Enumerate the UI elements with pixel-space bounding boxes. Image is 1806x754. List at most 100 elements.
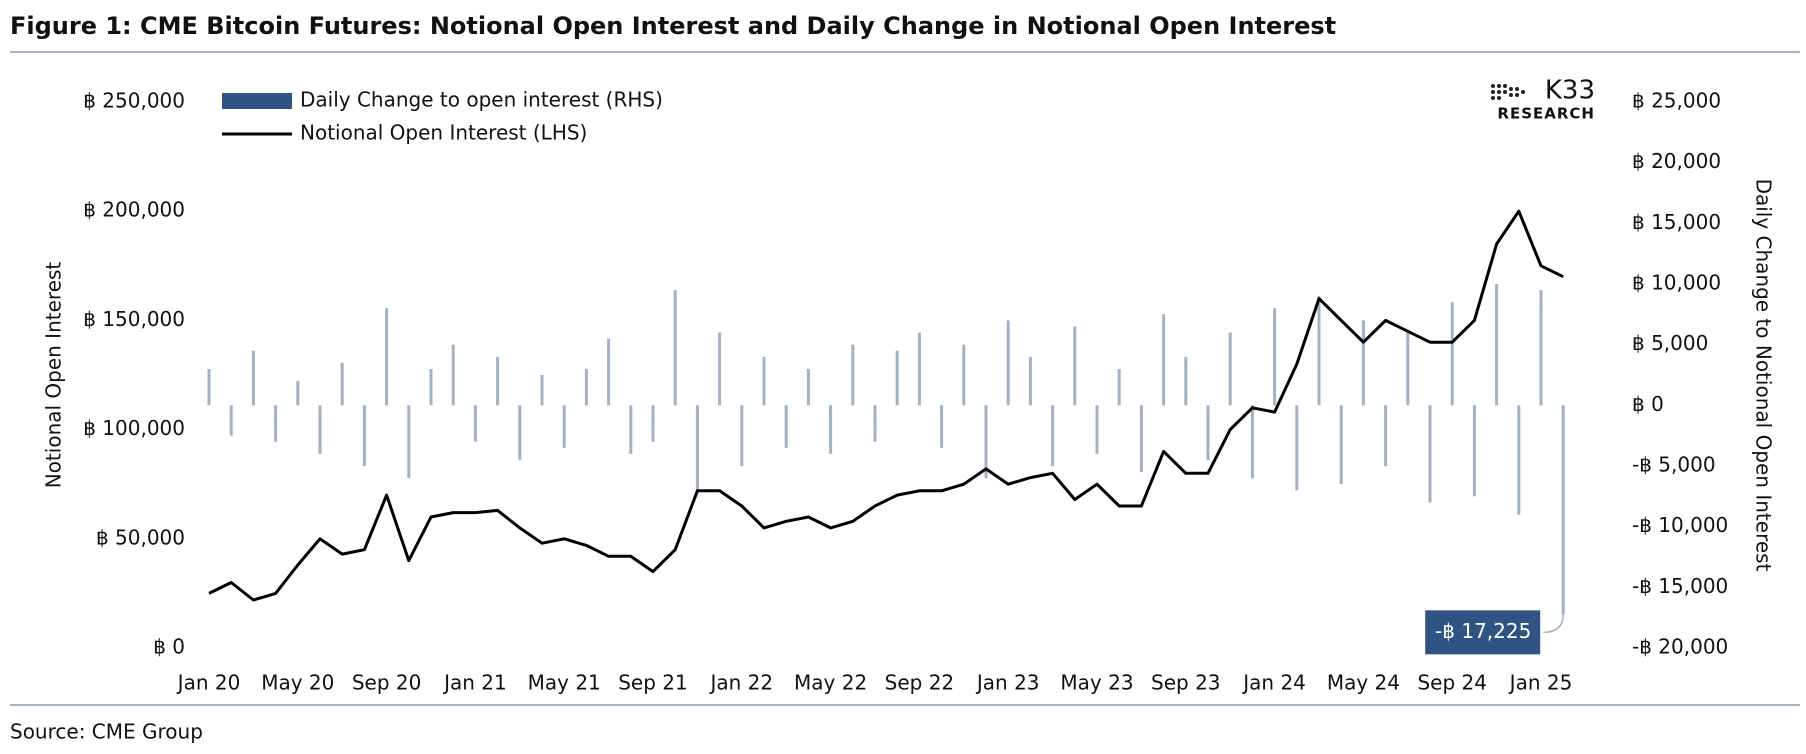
bar xyxy=(962,344,966,406)
x-tick-label: Sep 21 xyxy=(618,671,688,695)
bar xyxy=(473,405,477,442)
bar xyxy=(984,405,988,479)
bar xyxy=(873,405,877,442)
bar xyxy=(1117,368,1121,406)
bar xyxy=(1295,405,1299,491)
y2-tick-label: -฿ 5,000 xyxy=(1632,453,1716,477)
bar xyxy=(673,290,677,406)
bar xyxy=(1273,308,1277,406)
x-tick-label: Sep 24 xyxy=(1417,671,1487,695)
bar xyxy=(1472,405,1476,497)
bar xyxy=(1184,356,1188,406)
bar xyxy=(1028,356,1032,406)
bar xyxy=(1561,405,1565,615)
x-tick-label: May 20 xyxy=(261,671,334,695)
bar xyxy=(629,405,633,454)
bar xyxy=(651,405,655,442)
y2-tick-label: ฿ 25,000 xyxy=(1632,89,1721,113)
y-axis-title: Notional Open Interest xyxy=(42,262,66,489)
y-tick-label: ฿ 100,000 xyxy=(83,416,185,440)
bar xyxy=(318,405,322,454)
x-tick-label: Sep 20 xyxy=(352,671,422,695)
bar xyxy=(1006,320,1010,406)
bar xyxy=(229,405,233,436)
bar xyxy=(518,405,522,460)
bar xyxy=(1095,405,1099,454)
bar xyxy=(1495,284,1499,406)
bar xyxy=(740,405,744,466)
annotation-box xyxy=(1425,610,1541,655)
x-tick-label: Jan 25 xyxy=(1508,671,1573,695)
logo-name: K33 xyxy=(1545,76,1595,106)
y-tick-label: ฿ 150,000 xyxy=(83,307,185,331)
x-tick-label: May 23 xyxy=(1060,671,1133,695)
bar xyxy=(1073,326,1077,406)
bar xyxy=(1517,405,1521,515)
x-tick-label: May 21 xyxy=(528,671,601,695)
bar xyxy=(562,405,566,448)
bar xyxy=(1139,405,1143,473)
legend-label: Daily Change to open interest (RHS) xyxy=(300,88,663,112)
bar xyxy=(584,368,588,406)
bar xyxy=(385,308,389,406)
bar xyxy=(607,338,611,406)
source: Source: CME Group xyxy=(10,720,203,744)
logo-sub: RESEARCH xyxy=(1497,105,1595,123)
bar xyxy=(695,405,699,491)
bar xyxy=(540,375,544,406)
bar xyxy=(762,356,766,406)
y2-tick-label: ฿ 10,000 xyxy=(1632,271,1721,295)
x-tick-label: Sep 22 xyxy=(885,671,955,695)
bar xyxy=(1206,405,1210,460)
bar xyxy=(251,350,255,406)
y-tick-label: ฿ 0 xyxy=(153,635,185,659)
y2-tick-label: ฿ 5,000 xyxy=(1632,331,1708,355)
bar xyxy=(1317,296,1321,406)
bar xyxy=(1361,320,1365,406)
y-tick-label: ฿ 200,000 xyxy=(83,198,185,222)
bar xyxy=(1450,302,1454,406)
x-tick-label: Jan 20 xyxy=(176,671,241,695)
y2-tick-label: -฿ 10,000 xyxy=(1632,513,1728,537)
y2-tick-label: ฿ 15,000 xyxy=(1632,210,1721,234)
bar xyxy=(829,405,833,454)
x-tick-label: Jan 24 xyxy=(1241,671,1306,695)
bar xyxy=(340,362,344,406)
y2-tick-label: ฿ 0 xyxy=(1632,392,1664,416)
bar xyxy=(429,368,433,406)
bar xyxy=(296,381,300,406)
y-tick-label: ฿ 250,000 xyxy=(83,89,185,113)
legend-label: Notional Open Interest (LHS) xyxy=(300,121,587,145)
bar xyxy=(1539,290,1543,406)
annotation: -฿ 17,225 xyxy=(1435,619,1531,643)
x-tick-label: May 22 xyxy=(794,671,867,695)
y2-tick-label: -฿ 15,000 xyxy=(1632,574,1728,598)
bar xyxy=(1228,332,1232,406)
logo: K33 RESEARCH xyxy=(1491,76,1595,123)
bar xyxy=(917,332,921,406)
bar xyxy=(1384,405,1388,466)
x-tick-label: Jan 22 xyxy=(708,671,773,695)
bar xyxy=(274,405,278,442)
y2-tick-label: -฿ 20,000 xyxy=(1632,635,1728,659)
legend-swatch xyxy=(222,93,292,109)
x-tick-label: May 24 xyxy=(1327,671,1400,695)
bar xyxy=(1162,314,1166,406)
line xyxy=(208,209,1564,602)
bar xyxy=(496,356,500,406)
bar xyxy=(1250,405,1254,479)
bar xyxy=(451,344,455,406)
x-tick-label: Jan 23 xyxy=(975,671,1040,695)
bar xyxy=(784,405,788,448)
x-tick-label: Jan 21 xyxy=(442,671,507,695)
x-tick-label: Sep 23 xyxy=(1151,671,1221,695)
bar xyxy=(1406,332,1410,406)
bar xyxy=(1051,405,1055,466)
chart-title: Figure 1: CME Bitcoin Futures: Notional … xyxy=(10,12,1336,40)
y2-tick-label: ฿ 20,000 xyxy=(1632,149,1721,173)
bar xyxy=(940,405,944,448)
bar xyxy=(851,344,855,406)
bar xyxy=(895,350,899,406)
bar xyxy=(407,405,411,479)
